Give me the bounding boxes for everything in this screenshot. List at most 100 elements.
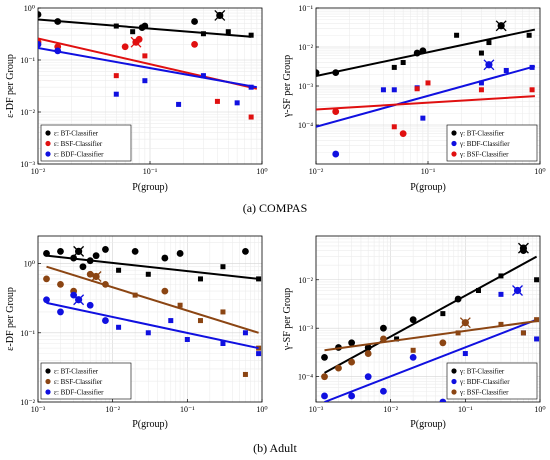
data-point [380,324,387,332]
legend-label: γ: BSF-Classifier [459,389,509,397]
data-point [454,295,462,303]
highlight-cross [90,271,102,282]
y-tick-label: 10⁻² [298,276,313,285]
legend-box [446,362,538,400]
data-point [256,351,262,357]
data-point [141,22,149,30]
highlight-point [517,242,529,254]
data-point [130,29,136,35]
data-point [364,373,372,381]
x-tick-label: 10⁻² [31,167,46,176]
legend-marker [451,130,457,136]
data-point [176,101,182,107]
legend-label: ε: BT-Classifier [54,368,99,376]
legend-marker [45,151,51,157]
highlight-cross [214,9,226,21]
data-point [57,308,64,316]
y-tick-label: 10⁻⁴ [298,121,313,130]
data-point [197,276,203,282]
data-point [113,23,119,29]
series-1 [316,59,536,158]
data-point [332,69,340,77]
data-point [348,392,356,400]
series-0 [321,242,540,374]
legend-label: γ: BT-Classifier [459,368,505,376]
y-tick-label: 10⁻⁴ [298,373,313,382]
x-tick-label: 10⁰ [256,405,267,414]
data-point [92,252,100,260]
series-2 [321,317,540,381]
data-point [462,351,468,357]
data-point [321,353,328,361]
data-point [86,301,94,309]
data-point [177,302,183,308]
data-point [184,336,190,342]
legend: γ: BT-Classifier γ: BDF-Classifier γ: BSF-… [446,362,538,400]
data-point [220,264,226,270]
series-1 [321,285,540,402]
data-point [364,350,372,357]
legend-label: ε: BDF-Classifier [54,151,104,159]
data-point [142,53,148,59]
trend-line [316,65,536,128]
highlight-cross [73,294,85,306]
highlight-cross [73,245,85,257]
data-point [220,309,226,315]
data-point [102,246,109,253]
y-axis-label: ε-DF per Group [5,287,16,351]
highlight-point [483,59,495,71]
data-point [214,98,220,104]
x-tick-label: 10⁻² [309,167,324,176]
data-point [410,347,416,353]
data-point [256,276,262,282]
x-tick-label: 10⁻¹ [143,167,158,176]
data-point [498,321,504,327]
data-point [242,330,248,336]
data-point [176,250,184,257]
data-point [380,335,387,343]
series-0 [38,9,254,38]
data-point [79,263,87,271]
data-point [348,339,356,347]
highlight-point [130,36,142,48]
data-point [113,73,119,79]
x-tick-label: 10⁰ [256,167,267,176]
legend-box [40,362,132,400]
x-tick-label: 10⁻¹ [180,405,195,414]
data-point [197,318,203,324]
highlight-point [90,271,102,282]
legend-label: γ: BDF-Classifier [459,378,510,386]
data-point [145,271,151,277]
legend: ε: BT-Classifier ε: BSF-Classifier ε: BDF-… [40,124,132,162]
data-point [440,311,446,317]
data-point [225,29,231,35]
data-point [414,86,420,92]
highlight-cross [512,285,523,296]
data-point [391,124,397,130]
axes-frame [315,235,541,403]
data-point [121,43,129,51]
data-point [161,287,169,295]
y-tick-label: 10⁻¹ [20,56,35,65]
y-axis-label: γ-SF per Group [282,55,293,118]
marks-layer [321,242,540,402]
highlight-point [512,285,523,296]
y-tick-label: 10⁰ [24,4,35,13]
marks-layer [43,245,262,377]
data-point [248,32,254,38]
data-point [534,277,540,283]
highlight-cross [483,59,495,71]
data-point [191,18,198,25]
data-point [420,115,426,121]
data-point [399,130,407,138]
trend-line [46,265,259,334]
trend-line [46,301,259,350]
data-point [529,87,535,93]
data-point [332,150,340,158]
data-point [498,291,504,297]
data-point [335,364,342,372]
legend-marker [451,378,457,385]
data-point [102,317,109,324]
x-tick-label: 10⁻¹ [458,405,473,414]
x-tick-label: 10⁰ [534,167,545,176]
